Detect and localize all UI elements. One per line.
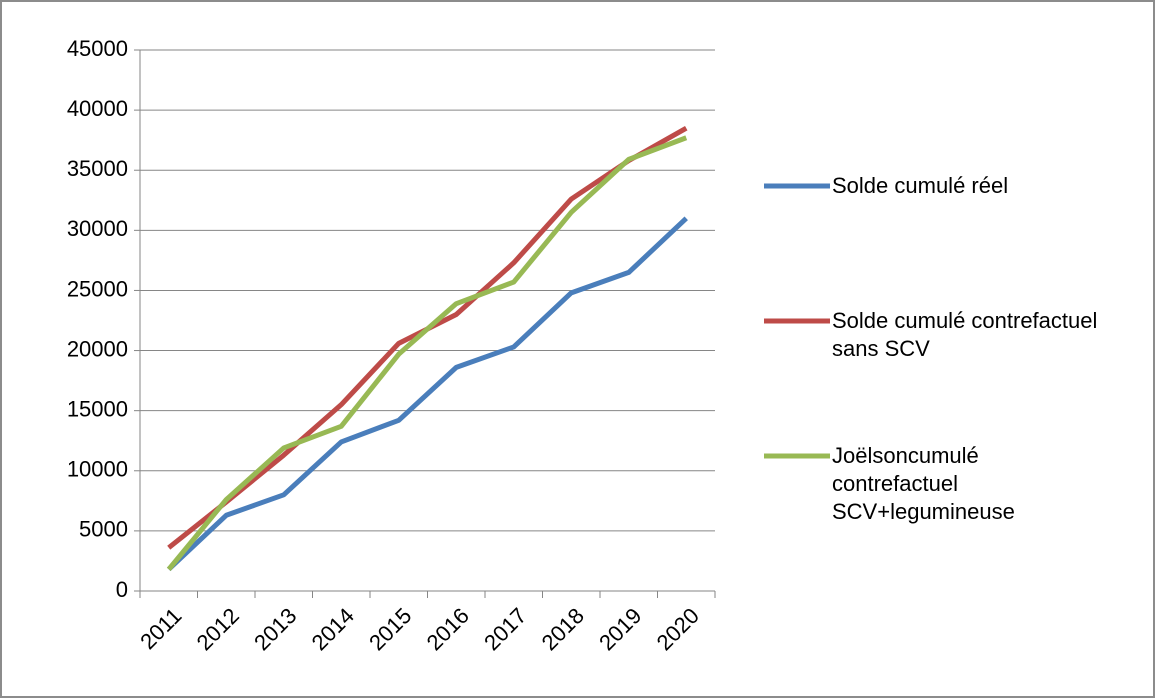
y-tick-label: 40000 xyxy=(67,96,128,121)
series-line xyxy=(166,135,688,571)
y-tick-label: 35000 xyxy=(67,156,128,181)
x-tick-label: 2019 xyxy=(594,603,646,655)
x-tick-label: 2014 xyxy=(307,603,359,655)
x-tick-label: 2018 xyxy=(537,603,589,655)
legend-label: Solde cumulé contrefactuel sans SCV xyxy=(832,308,1098,361)
x-tick-label: 2013 xyxy=(249,603,301,655)
y-tick-label: 0 xyxy=(116,577,128,602)
y-tick-label: 20000 xyxy=(67,336,128,361)
y-tick-label: 5000 xyxy=(79,517,128,542)
x-tick-label: 2016 xyxy=(422,603,474,655)
y-tick-label: 30000 xyxy=(67,216,128,241)
x-tick-label: 2017 xyxy=(479,603,531,655)
series-line xyxy=(167,216,688,572)
legend-label: Solde cumulé réel xyxy=(832,173,1009,198)
y-tick-label: 15000 xyxy=(67,396,128,421)
x-tick-label: 2012 xyxy=(192,603,244,655)
y-tick-label: 45000 xyxy=(67,36,128,61)
x-tick-label: 2015 xyxy=(364,603,416,655)
x-tick-label: 2011 xyxy=(135,603,186,654)
legend-label: Joëlsoncumulé contrefactuel SCV+legumine… xyxy=(832,443,1015,524)
x-tick-label: 2020 xyxy=(652,603,704,655)
y-tick-label: 10000 xyxy=(67,457,128,482)
y-tick-label: 25000 xyxy=(67,276,128,301)
